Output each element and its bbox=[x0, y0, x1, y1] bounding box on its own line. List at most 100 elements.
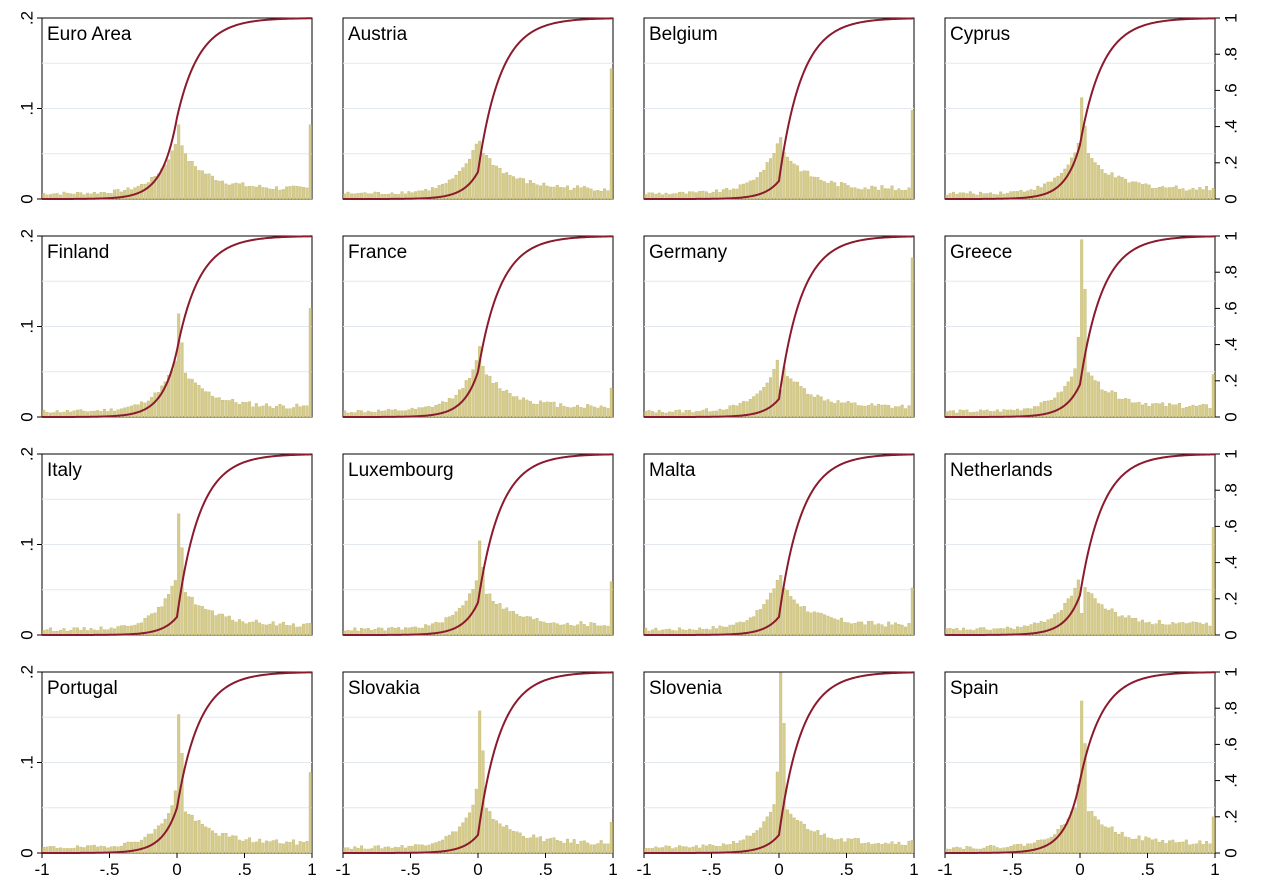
histogram-bar bbox=[288, 408, 292, 418]
right-y-tick-label: .2 bbox=[1221, 810, 1240, 824]
histogram-bar bbox=[846, 622, 850, 636]
histogram-bar bbox=[194, 604, 198, 636]
histogram-bar bbox=[1086, 811, 1090, 854]
histogram-bar bbox=[1032, 842, 1036, 854]
histogram-bar bbox=[1151, 624, 1155, 636]
histogram-bar bbox=[1198, 840, 1202, 854]
histogram-bar bbox=[1167, 187, 1171, 200]
cdf-line bbox=[343, 17, 614, 200]
histogram-bar bbox=[221, 399, 225, 418]
histogram-bar bbox=[488, 158, 492, 200]
histogram-bar bbox=[664, 845, 668, 854]
histogram-bar bbox=[207, 173, 211, 200]
panel-portugal: Portugal bbox=[41, 671, 313, 854]
histogram-bar bbox=[268, 623, 272, 636]
histogram-bar bbox=[860, 843, 864, 854]
histogram-bar bbox=[1201, 189, 1205, 200]
histogram-bar bbox=[508, 829, 512, 854]
histogram-bar bbox=[437, 622, 441, 636]
x-tick-label: -1 bbox=[636, 860, 651, 879]
histogram-bar bbox=[1049, 400, 1053, 418]
histogram-bar bbox=[1147, 184, 1151, 200]
histogram-bar bbox=[1134, 402, 1138, 418]
histogram-bar bbox=[518, 399, 522, 418]
histogram-bar bbox=[1026, 843, 1030, 854]
histogram-bar bbox=[887, 188, 891, 200]
histogram-bar bbox=[210, 830, 214, 854]
histogram-bar bbox=[606, 625, 610, 636]
histogram-bar bbox=[522, 397, 526, 418]
histogram-bar bbox=[1100, 389, 1104, 418]
right-y-tick-label: .2 bbox=[1221, 156, 1240, 170]
histogram-bar bbox=[207, 391, 211, 418]
left-y-tick-label: 0 bbox=[17, 194, 36, 203]
histogram-bar bbox=[264, 403, 268, 418]
histogram-bar bbox=[565, 622, 569, 636]
histogram-bar bbox=[241, 621, 245, 636]
histogram-bar bbox=[474, 360, 478, 418]
histogram-bar bbox=[836, 186, 840, 200]
histogram-bar bbox=[258, 838, 262, 854]
histogram-bar bbox=[880, 185, 884, 200]
histogram-bar bbox=[738, 621, 742, 636]
histogram-bar bbox=[1083, 587, 1087, 636]
histogram-bar bbox=[843, 183, 847, 200]
histogram-bar bbox=[758, 390, 762, 418]
histogram-bar bbox=[576, 624, 580, 636]
histogram-bar bbox=[1130, 402, 1134, 418]
histogram-bar bbox=[376, 627, 380, 636]
histogram-bar bbox=[1107, 610, 1111, 636]
histogram-bar bbox=[843, 402, 847, 418]
histogram-bar bbox=[478, 710, 482, 854]
histogram-bar bbox=[278, 189, 282, 200]
histogram-bar bbox=[599, 625, 603, 636]
histogram-bar bbox=[471, 369, 475, 418]
histogram-bar bbox=[863, 843, 867, 854]
histogram-bar bbox=[437, 403, 441, 418]
histogram-bar bbox=[427, 625, 431, 636]
histogram-bar bbox=[271, 407, 275, 418]
histogram-bar bbox=[725, 187, 729, 200]
histogram-bar bbox=[1120, 615, 1124, 636]
histogram-bar bbox=[1191, 404, 1195, 418]
histogram-bar bbox=[1157, 619, 1161, 636]
histogram-bar bbox=[681, 191, 685, 200]
histogram-bar bbox=[829, 838, 833, 854]
histogram-bar bbox=[187, 596, 191, 636]
panel-title: Spain bbox=[950, 678, 999, 699]
histogram-bar bbox=[353, 627, 357, 636]
panel-germany: Germany bbox=[643, 235, 915, 418]
histogram-bar bbox=[1154, 623, 1158, 636]
histogram-bar bbox=[708, 844, 712, 854]
histogram-bar bbox=[291, 185, 295, 200]
histogram-bar bbox=[762, 169, 766, 200]
histogram-bar bbox=[796, 603, 800, 636]
histogram-bar bbox=[893, 622, 897, 636]
panel-title: France bbox=[348, 242, 407, 263]
histogram-bar bbox=[1157, 841, 1161, 854]
right-y-tick-label: .4 bbox=[1221, 556, 1240, 570]
histogram-bar bbox=[451, 831, 455, 854]
histogram-bar bbox=[535, 837, 539, 854]
histogram-bar bbox=[234, 182, 238, 200]
histogram-bar bbox=[1194, 405, 1198, 418]
histogram-bar bbox=[1167, 840, 1171, 854]
histogram-bar bbox=[1178, 403, 1182, 418]
histogram-bar bbox=[758, 609, 762, 636]
histogram-bar bbox=[441, 622, 445, 636]
histogram-bars bbox=[42, 513, 312, 636]
histogram-bar bbox=[735, 842, 739, 854]
histogram-bar bbox=[302, 405, 306, 418]
histogram-bar bbox=[792, 381, 796, 418]
histogram-bar bbox=[254, 186, 258, 200]
histogram-bar bbox=[775, 580, 779, 636]
histogram-bar bbox=[1090, 158, 1094, 200]
histogram-bar bbox=[609, 581, 613, 636]
histogram-bar bbox=[481, 365, 485, 418]
histogram-bar bbox=[589, 844, 593, 854]
histogram-bar bbox=[535, 618, 539, 636]
histogram-bar bbox=[180, 145, 184, 200]
histogram-bar bbox=[863, 406, 867, 418]
histogram-bar bbox=[789, 813, 793, 854]
histogram-bar bbox=[542, 182, 546, 200]
